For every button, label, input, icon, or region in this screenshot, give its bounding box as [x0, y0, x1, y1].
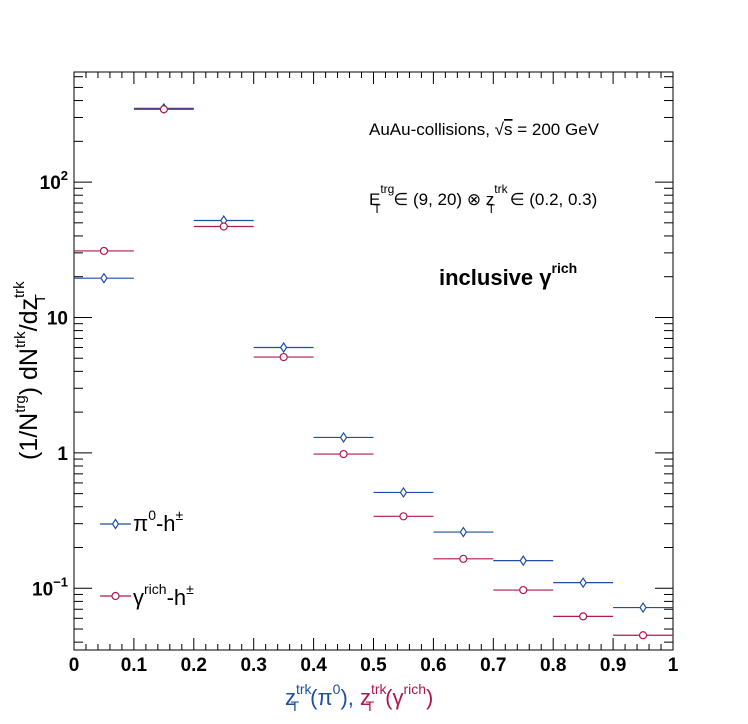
zt-sub: T	[488, 202, 496, 216]
x-tick-label: 0.5	[360, 655, 387, 676]
collision-prefix: AuAu-collisions,	[369, 120, 495, 139]
inclusive-sup: rich	[552, 260, 578, 276]
x-z1-sub: T	[291, 698, 300, 714]
data-point	[279, 341, 288, 354]
x-p2-close: )	[426, 685, 433, 710]
data-point	[639, 602, 647, 614]
legend-pi0-sup2: ±	[176, 507, 184, 523]
legend-label-pi0: π0-h±	[133, 507, 184, 536]
ticks	[73, 72, 674, 650]
data-point	[219, 222, 228, 231]
x-tick-label: 0	[69, 655, 80, 676]
legend-gamma-sup2: ±	[186, 581, 194, 597]
data-point	[99, 246, 109, 256]
data-point	[579, 577, 587, 589]
data-point	[339, 449, 348, 459]
y-sub3: T	[32, 294, 49, 303]
legend-marker-gamma	[111, 591, 120, 601]
data-point	[459, 526, 468, 538]
x-p1-sup: 0	[333, 681, 341, 697]
legend-pi0-base: π	[133, 511, 148, 536]
y-sup3: trk	[11, 281, 28, 298]
y-tick-base: 10	[32, 579, 53, 600]
data-point	[159, 105, 168, 114]
x-z2-sup: trk	[371, 681, 388, 697]
x-z2-sub: T	[366, 698, 375, 714]
y-div: /dz	[15, 298, 43, 331]
legend-gamma-sup1: rich	[144, 581, 167, 597]
x-tick-label: 0.1	[121, 655, 148, 676]
sqrt-arg: s	[504, 120, 513, 139]
y-axis-label: (1/Ntrg) dNtrk/dztrkT	[11, 281, 49, 460]
x-tick-label: 0.3	[240, 655, 266, 676]
y-open: (1/N	[15, 413, 43, 460]
x-p1-close: ),	[340, 685, 360, 710]
y-tick-label: 1	[57, 444, 68, 465]
sqrt-symbol: √	[495, 120, 505, 139]
x-tick-label: 0.2	[181, 655, 207, 676]
series-layer	[74, 102, 673, 640]
legend-marker-pi0	[111, 518, 120, 530]
legend-label-gamma: γrich-h±	[133, 581, 194, 610]
y-tick-base: 10	[47, 308, 68, 329]
legend-pi0-sup1: 0	[148, 507, 156, 523]
legend-entry-gamma: γrich-h±	[100, 581, 194, 610]
collision-energy: = 200 GeV	[513, 120, 600, 139]
x-p2: (γ	[385, 685, 403, 710]
data-point	[459, 554, 468, 563]
data-point	[339, 431, 348, 444]
zt-range: ∈ (0.2, 0.3)	[505, 190, 597, 209]
data-point	[399, 486, 408, 499]
x-tick-label: 1	[668, 655, 679, 676]
legend-entry-pi0: π0-h±	[100, 507, 184, 536]
data-point	[579, 612, 588, 621]
frame	[73, 71, 674, 651]
x-tick-label: 0.8	[540, 655, 566, 676]
y-tick-exponent: −1	[53, 574, 68, 589]
legend: π0-h± γrich-h±	[100, 507, 194, 610]
x-tick-label: 0.9	[600, 655, 626, 676]
y-tick-exponent: 2	[61, 168, 68, 183]
data-point	[279, 352, 288, 362]
series-circle	[74, 105, 673, 640]
y-mid: ) dN	[15, 348, 43, 395]
inclusive-annotation: inclusive γrich	[439, 260, 577, 290]
et-sup: trg	[380, 182, 394, 196]
x-tick-label: 0.7	[480, 655, 506, 676]
data-point	[519, 585, 528, 595]
x-p1: (π	[310, 685, 333, 710]
y-tick-base: 10	[40, 173, 61, 194]
legend-gamma-mid: -h	[167, 585, 187, 610]
data-point	[399, 512, 408, 521]
zt-sup: trk	[494, 182, 508, 196]
legend-gamma-base: γ	[133, 585, 144, 610]
x-tick-label: 0.4	[300, 655, 327, 676]
y-tick-base: 1	[57, 444, 68, 465]
data-point	[638, 631, 648, 640]
x-z2: z	[360, 685, 371, 710]
et-range: ∈ (9, 20) ⊗ z	[389, 190, 495, 209]
y-tick-label: 10−1	[32, 574, 68, 600]
x-z1-sup: trk	[296, 681, 313, 697]
x-axis-label: ztrk T (π0), ztrk T (γrich)	[285, 681, 433, 714]
inclusive-main: inclusive γ	[439, 265, 552, 290]
x-tick-label: 0.6	[420, 655, 446, 676]
range-annotation: Etrg T ∈ (9, 20) ⊗ ztrk T ∈ (0.2, 0.3)	[369, 182, 597, 216]
y-sup2: trk	[12, 331, 29, 348]
collision-annotation: AuAu-collisions, √s = 200 GeV	[369, 120, 600, 139]
et-base: E	[369, 190, 380, 209]
x-p2-sup: rich	[403, 681, 426, 697]
et-sub: T	[373, 202, 381, 216]
data-point	[519, 555, 527, 567]
y-sup1: trg	[12, 395, 29, 413]
x-z1: z	[285, 685, 296, 710]
y-tick-label: 10	[47, 308, 68, 329]
legend-pi0-mid: -h	[156, 511, 176, 536]
y-tick-label: 102	[40, 168, 68, 194]
data-point	[100, 272, 108, 284]
